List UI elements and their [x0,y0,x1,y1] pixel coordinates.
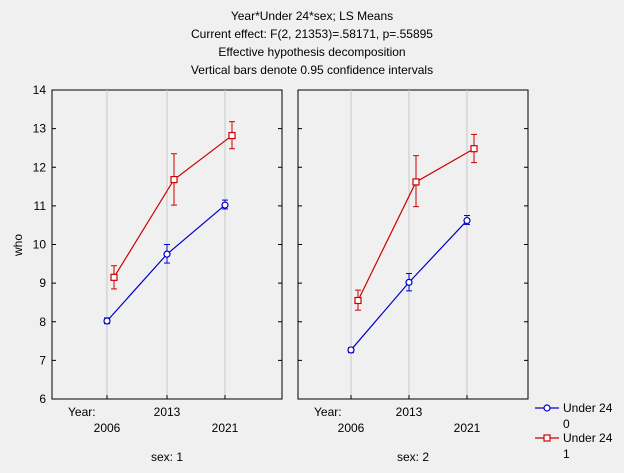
y-tick-label: 9 [39,276,46,290]
x-tick-label: 2021 [454,421,481,435]
legend-marker-square [543,434,551,442]
y-tick-label: 14 [33,83,47,97]
y-tick-label: 6 [39,392,46,406]
legend-label-sub: 0 [563,417,570,431]
y-tick-label: 10 [33,238,47,252]
chart-title-line: Effective hypothesis decomposition [218,45,405,59]
x-tick-label: 2021 [212,421,239,435]
y-tick-label: 13 [33,122,47,136]
legend-marker-circle [543,404,551,412]
x-tick-label: 2006 [94,421,121,435]
x-tick-label: 2013 [396,405,423,419]
series-line [113,135,233,278]
y-tick-label: 7 [39,353,46,367]
panel-label: sex: 1 [151,450,183,464]
data-point-circle [163,250,171,258]
x-tick-label: 2006 [338,421,365,435]
x-factor-label: Year: [68,405,96,419]
legend-label-sub: 1 [563,447,570,461]
data-point-circle [463,216,471,225]
data-point-circle [103,317,111,325]
y-tick-label: 12 [33,160,47,174]
data-point-square [110,273,118,281]
chart-title-line: Current effect: F(2, 21353)=.58171, p=.5… [191,27,433,41]
x-tick-label: 2013 [154,405,181,419]
y-tick-label: 8 [39,315,46,329]
data-point-circle [405,278,413,286]
y-axis-label: who [11,234,25,257]
legend-label: Under 24 [563,401,613,415]
panel-label: sex: 2 [397,450,429,464]
data-point-circle [221,201,229,209]
legend-label: Under 24 [563,431,613,445]
data-point-square [354,296,362,305]
data-point-circle [347,346,355,354]
x-factor-label: Year: [314,405,342,419]
y-tick-label: 11 [34,199,47,213]
chart-title-line: Year*Under 24*sex; LS Means [231,9,393,23]
data-point-square [470,145,478,153]
data-point-square [412,178,420,186]
data-point-square [228,131,236,140]
chart-title-line: Vertical bars denote 0.95 confidence int… [191,63,433,77]
data-point-square [170,176,178,184]
